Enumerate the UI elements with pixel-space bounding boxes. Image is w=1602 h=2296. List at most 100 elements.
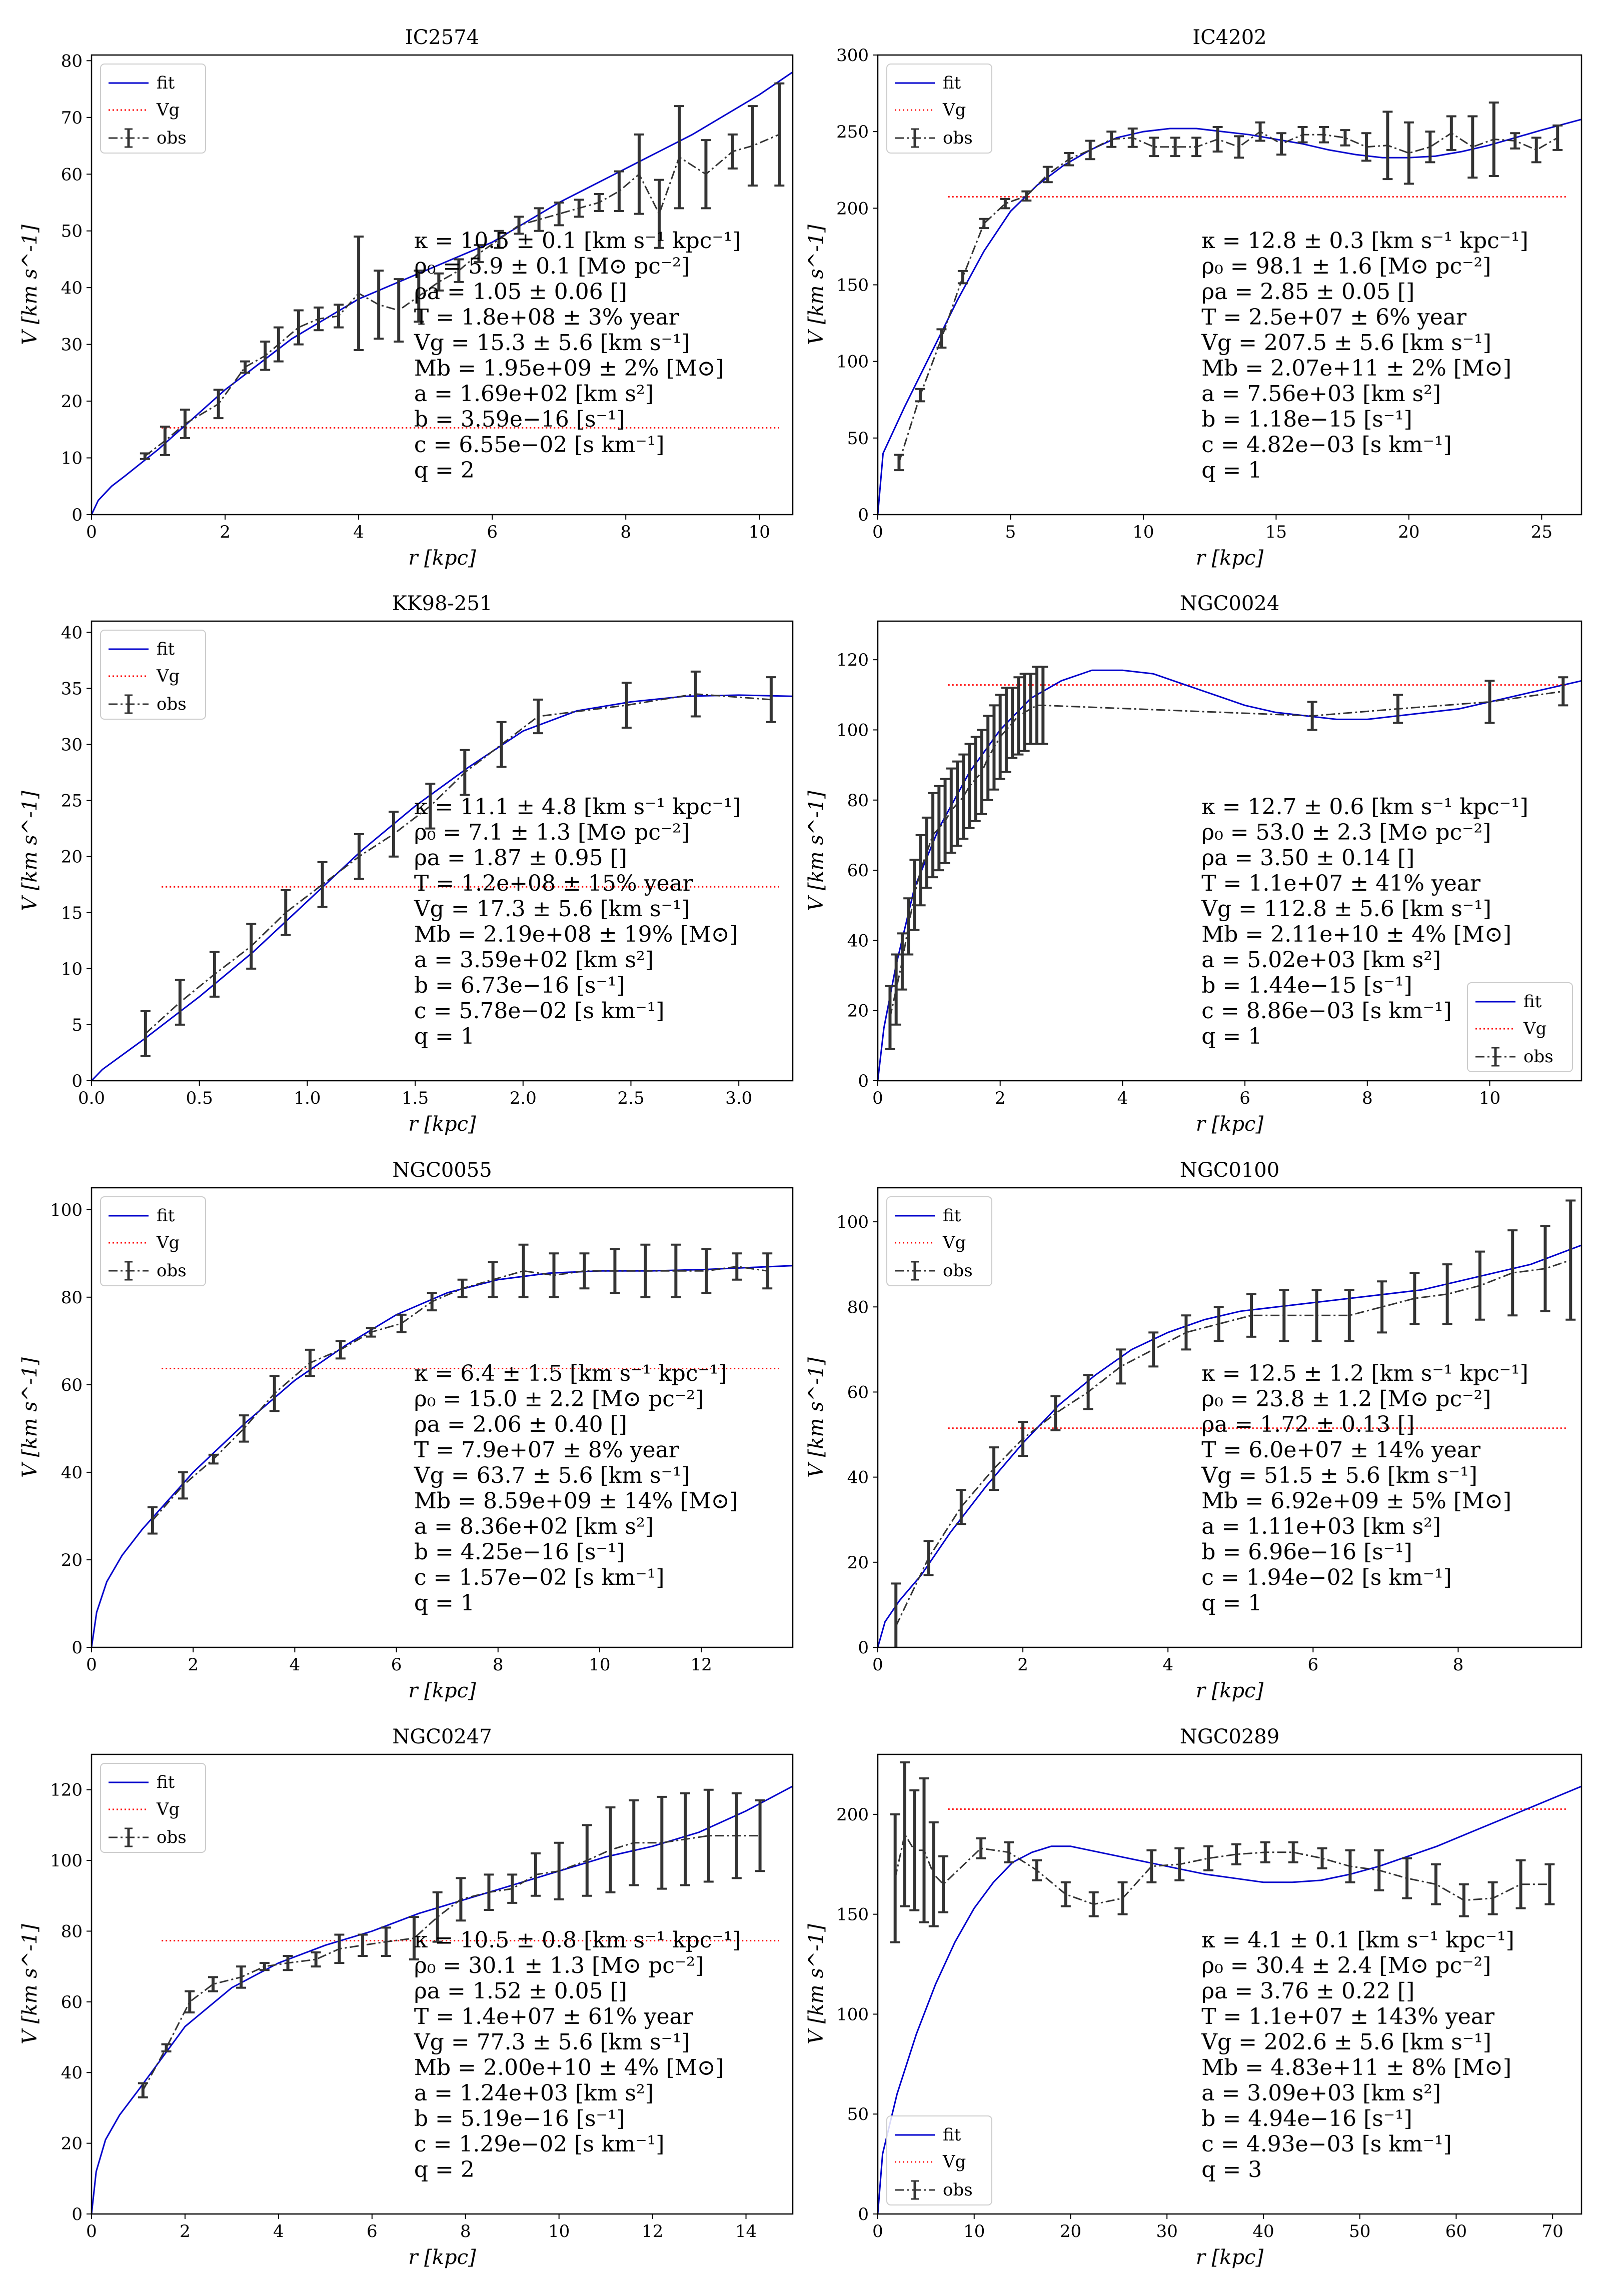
legend-vg-label: Vg xyxy=(942,100,966,120)
x-tick-label: 4 xyxy=(353,522,364,542)
x-tick-label: 10 xyxy=(749,522,770,542)
obs-point xyxy=(1148,1331,1159,1368)
obs-point xyxy=(240,360,251,374)
obs-point xyxy=(259,1962,270,1971)
obs-point xyxy=(488,1261,498,1298)
x-tick-label: 14 xyxy=(735,2221,757,2241)
obs-point xyxy=(1007,687,1018,759)
x-tick-label: 0.5 xyxy=(186,1088,213,1108)
x-tick-label: 2.5 xyxy=(617,1088,644,1108)
obs-point xyxy=(434,272,444,292)
obs-point xyxy=(1531,137,1541,164)
obs-point xyxy=(731,1792,742,1879)
obs-point xyxy=(1127,128,1138,148)
legend: fit Vg obs xyxy=(100,630,206,720)
obs-point xyxy=(533,698,543,735)
x-tick-label: 0 xyxy=(872,1088,883,1108)
obs-point xyxy=(1484,680,1495,724)
obs-point xyxy=(381,1926,391,1957)
y-tick-label: 100 xyxy=(836,352,869,372)
x-tick-label: 0 xyxy=(86,2221,97,2241)
obs-point xyxy=(494,230,504,249)
legend-box xyxy=(1467,982,1573,1072)
obs-point xyxy=(1425,131,1435,164)
param-annotation: b = 6.73e−16 [s⁻¹] xyxy=(414,973,625,998)
y-tick-label: 30 xyxy=(61,735,83,755)
param-annotation: ρ₀ = 98.1 ± 1.6 [M⊙ pc⁻²] xyxy=(1201,254,1491,279)
param-annotation: Mb = 2.19e+08 ± 19% [M⊙] xyxy=(414,922,738,947)
plot-area xyxy=(878,1754,1581,2214)
obs-point xyxy=(554,201,564,227)
y-tick-label: 200 xyxy=(836,1805,869,1825)
obs-point xyxy=(1540,1225,1550,1312)
fit-curve xyxy=(878,119,1581,515)
legend-box xyxy=(886,64,992,154)
obs-point xyxy=(671,1243,681,1298)
obs-point xyxy=(209,951,220,998)
obs-point xyxy=(260,340,271,371)
x-tick-label: 4 xyxy=(273,2221,284,2241)
y-tick-label: 0 xyxy=(858,1071,869,1091)
legend-vg-label: Vg xyxy=(942,1233,966,1253)
x-axis-label: r [kpc] xyxy=(408,547,476,570)
x-axis-label: r [kpc] xyxy=(1196,1679,1264,1702)
obs-point xyxy=(976,1837,986,1859)
y-tick-label: 0 xyxy=(72,2204,83,2224)
obs-point xyxy=(891,1582,901,1647)
param-annotation: T = 7.9e+07 ± 8% year xyxy=(414,1437,680,1463)
param-annotation: κ = 12.8 ± 0.3 [km s⁻¹ kpc⁻¹] xyxy=(1201,228,1528,254)
y-tick-label: 0 xyxy=(858,505,869,525)
y-axis-label: V [km s^-1] xyxy=(805,225,828,345)
legend-vg-label: Vg xyxy=(156,1799,180,1819)
param-annotation: Vg = 77.3 ± 5.6 [km s⁻¹] xyxy=(414,2029,690,2055)
obs-point xyxy=(915,388,925,403)
obs-point xyxy=(147,1506,158,1535)
param-annotation: ρa = 1.05 ± 0.06 [] xyxy=(414,279,627,305)
param-annotation: T = 2.5e+07 ± 6% year xyxy=(1201,305,1467,330)
legend-fit-label: fit xyxy=(943,73,961,93)
obs-point xyxy=(1382,111,1393,181)
obs-point xyxy=(1442,1263,1452,1325)
obs-point xyxy=(915,834,926,907)
axes-frame xyxy=(877,620,1582,1082)
legend: fit Vg obs xyxy=(100,64,206,154)
obs-point xyxy=(334,304,344,329)
param-annotation: a = 1.24e+03 [km s²] xyxy=(414,2080,654,2106)
param-annotation: b = 4.94e−16 [s⁻¹] xyxy=(1201,2106,1412,2131)
obs-point xyxy=(178,1471,188,1500)
fit-curve xyxy=(92,694,793,1081)
param-annotation: b = 6.96e−16 [s⁻¹] xyxy=(1201,1539,1412,1565)
x-tick-label: 1.0 xyxy=(294,1088,321,1108)
obs-point xyxy=(928,792,938,879)
y-tick-label: 80 xyxy=(847,1297,869,1317)
x-tick-label: 2.0 xyxy=(510,1088,537,1108)
y-axis-label: V [km s^-1] xyxy=(19,1357,42,1478)
param-annotation: Vg = 17.3 ± 5.6 [km s⁻¹] xyxy=(414,896,690,922)
obs-point xyxy=(1085,140,1095,161)
axes-frame xyxy=(91,1753,794,2215)
obs-point xyxy=(1307,701,1317,731)
obs-point xyxy=(366,1327,376,1338)
x-tick-label: 2 xyxy=(188,1655,199,1675)
plot-layer xyxy=(878,1761,1581,2214)
x-tick-label: 12 xyxy=(690,1655,712,1675)
obs-point xyxy=(952,760,963,847)
obs-point xyxy=(484,1873,494,1911)
obs-point xyxy=(1234,135,1244,159)
y-tick-label: 60 xyxy=(847,1382,869,1402)
obs-point xyxy=(1340,129,1350,147)
obs-point xyxy=(409,1916,419,1961)
legend: fit Vg obs xyxy=(886,1196,992,1286)
legend-obs-label: obs xyxy=(943,2180,973,2200)
obs-point xyxy=(640,1243,651,1298)
legend-box xyxy=(886,2115,992,2205)
param-annotation: κ = 6.4 ± 1.5 [km s⁻¹ kpc⁻¹] xyxy=(414,1361,727,1386)
obs-point xyxy=(311,1951,321,1968)
plot-layer xyxy=(92,1243,793,1647)
obs-point xyxy=(335,1340,346,1360)
obs-point xyxy=(530,1852,541,1897)
param-annotation: a = 8.36e+02 [km s²] xyxy=(414,1514,654,1539)
obs-point xyxy=(394,278,404,343)
obs-point xyxy=(425,783,436,830)
obs-point xyxy=(983,715,993,801)
